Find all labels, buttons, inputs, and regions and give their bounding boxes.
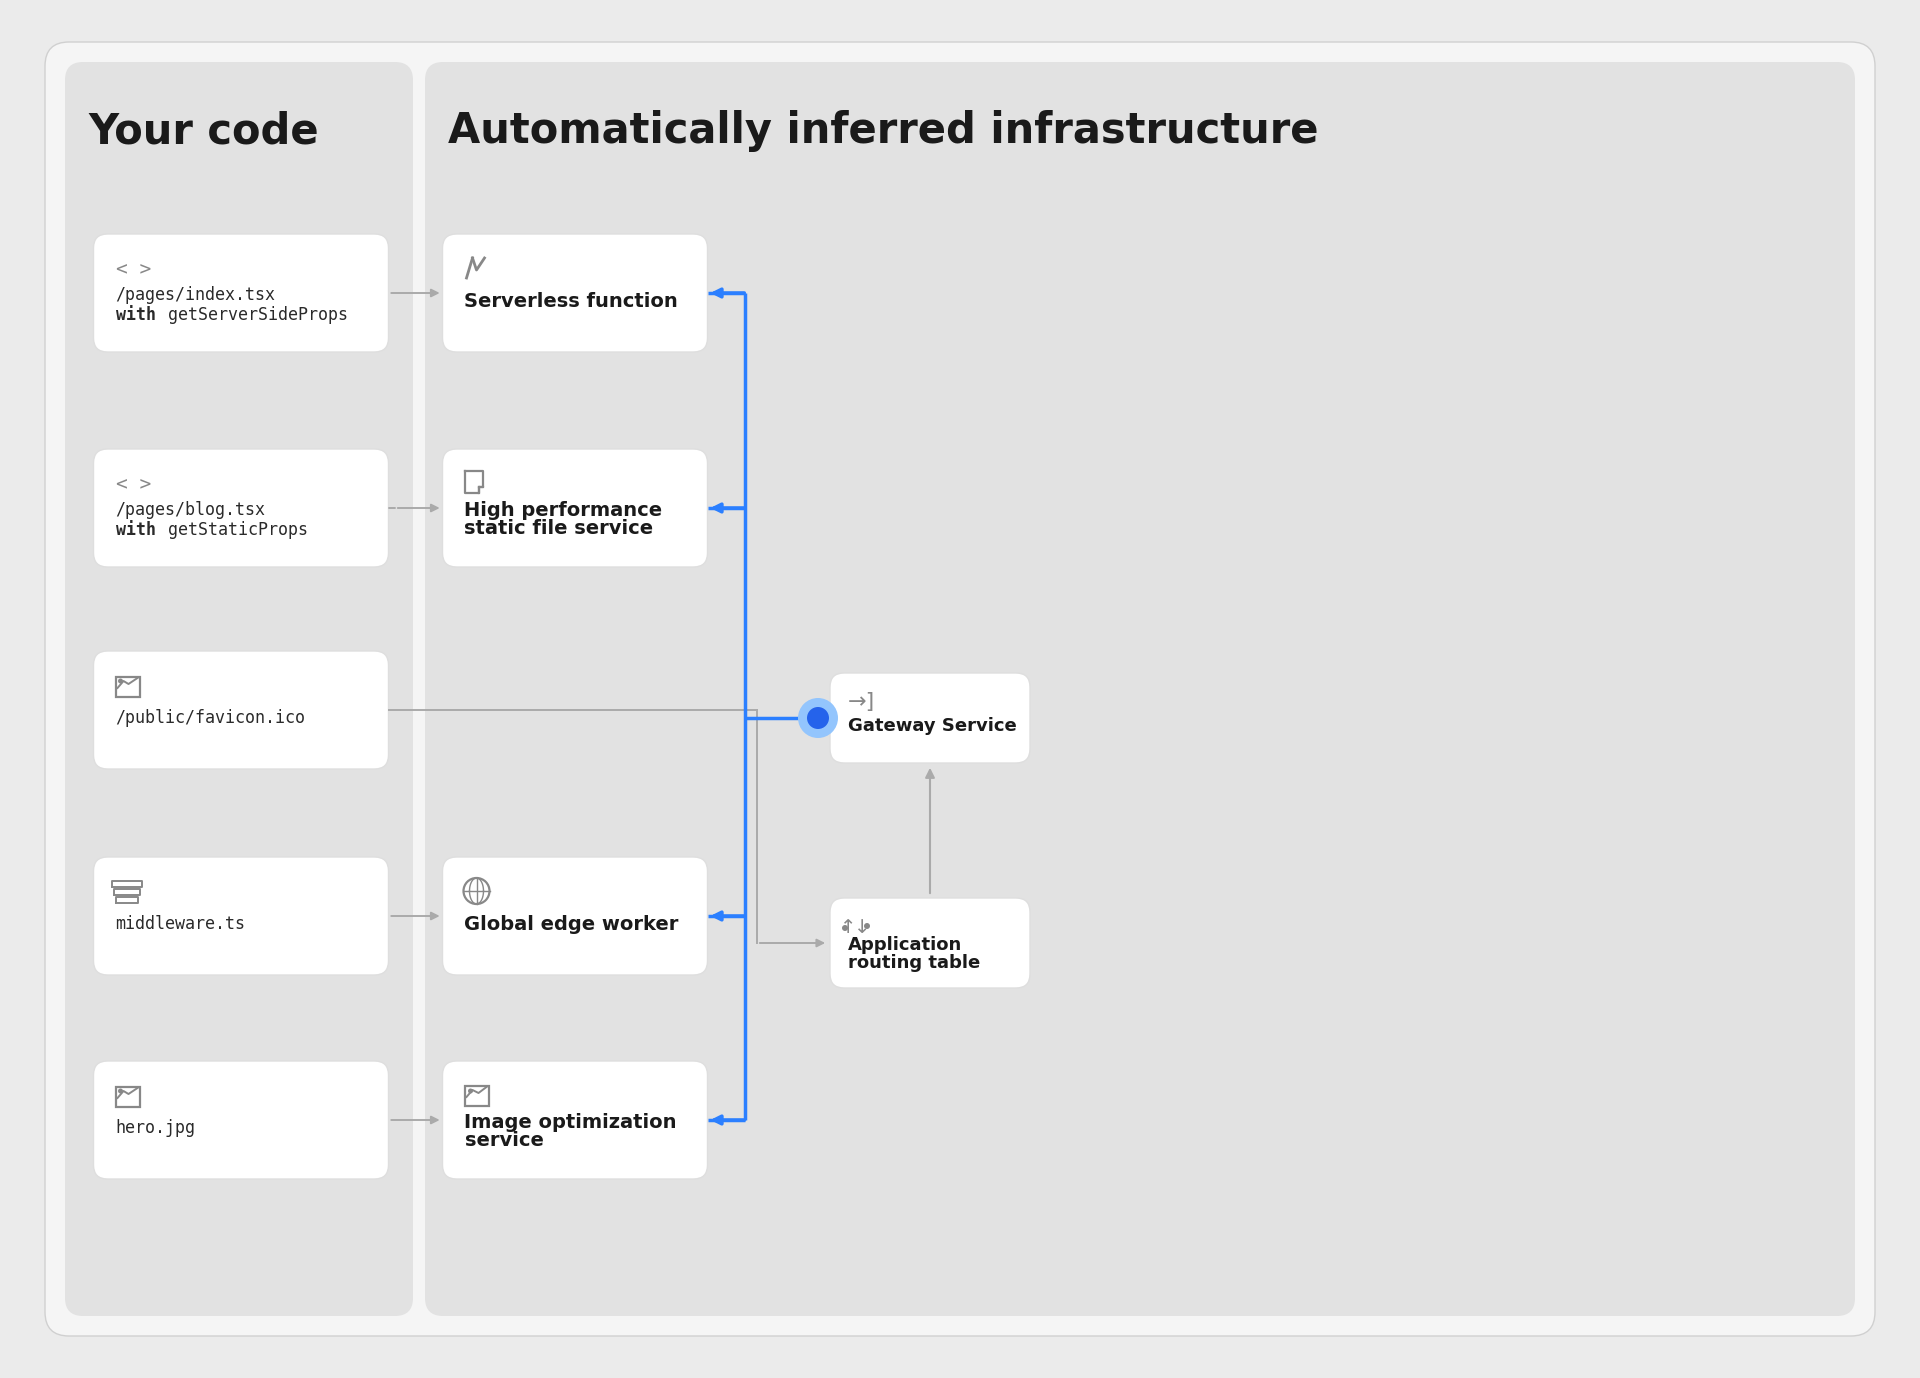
Circle shape [843,925,849,932]
FancyBboxPatch shape [94,650,388,769]
Text: with: with [115,521,156,539]
Bar [115,1087,140,1107]
Circle shape [117,678,123,683]
Text: Image optimization: Image optimization [465,1112,678,1131]
Text: Gateway Service: Gateway Service [849,717,1018,734]
Text: with: with [115,306,156,324]
Circle shape [468,1089,472,1094]
Text: Automatically inferred infrastructure: Automatically inferred infrastructure [447,110,1319,152]
Text: ↑: ↑ [839,918,856,937]
FancyBboxPatch shape [442,857,707,976]
Circle shape [864,923,870,929]
FancyBboxPatch shape [424,62,1855,1316]
FancyBboxPatch shape [94,234,388,351]
Circle shape [117,1089,123,1094]
FancyBboxPatch shape [94,857,388,976]
Text: Serverless function: Serverless function [465,292,678,310]
Text: Your code: Your code [88,110,319,152]
Text: < >: < > [115,259,152,278]
Circle shape [799,699,837,739]
Text: Global edge worker: Global edge worker [465,915,680,933]
FancyBboxPatch shape [442,449,707,566]
Text: /pages/index.tsx: /pages/index.tsx [115,287,275,305]
FancyBboxPatch shape [65,62,413,1316]
Text: Application: Application [849,936,962,954]
FancyBboxPatch shape [94,449,388,566]
Circle shape [806,707,829,729]
Text: service: service [465,1130,543,1149]
Text: hero.jpg: hero.jpg [115,1119,196,1137]
Text: →]: →] [849,692,876,712]
Text: getServerSideProps: getServerSideProps [157,306,348,324]
Text: /pages/blog.tsx: /pages/blog.tsx [115,502,265,520]
FancyBboxPatch shape [94,1061,388,1180]
Bar [465,1086,488,1107]
FancyBboxPatch shape [442,1061,707,1180]
Text: < >: < > [115,474,152,493]
Text: /public/favicon.ico: /public/favicon.ico [115,710,305,728]
Text: routing table: routing table [849,954,981,971]
Text: getStaticProps: getStaticProps [157,521,307,539]
FancyBboxPatch shape [44,41,1876,1337]
Text: middleware.ts: middleware.ts [115,915,246,933]
FancyBboxPatch shape [829,672,1029,763]
FancyBboxPatch shape [829,898,1029,988]
Text: High performance: High performance [465,500,662,520]
FancyBboxPatch shape [442,234,707,351]
Bar [115,677,140,697]
Text: ↓: ↓ [854,918,870,937]
Text: static file service: static file service [465,518,653,537]
